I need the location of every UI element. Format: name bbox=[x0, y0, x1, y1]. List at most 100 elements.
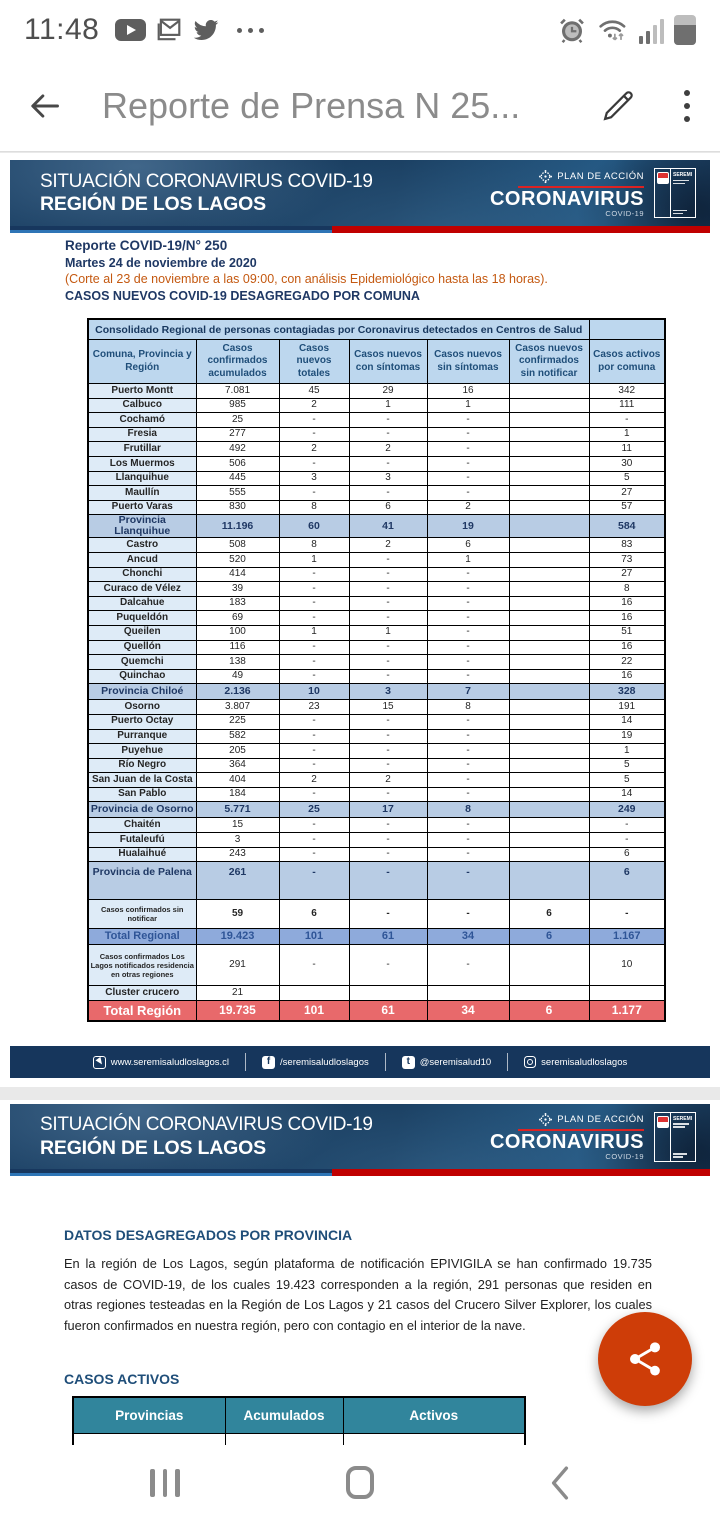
row-value: 328 bbox=[588, 683, 666, 701]
row-value bbox=[508, 743, 590, 759]
row-value bbox=[508, 470, 590, 487]
row-value bbox=[508, 683, 590, 701]
table-row: Fresia 277- - -1 bbox=[87, 426, 666, 443]
row-label: Futaleufú bbox=[87, 832, 197, 848]
report-header-title: SITUACIÓN CORONAVIRUS COVID-19 REGIÓN DE… bbox=[40, 170, 373, 217]
row-label: Fresia bbox=[87, 426, 197, 443]
row-value: - bbox=[348, 786, 428, 803]
row-value: - bbox=[426, 743, 510, 759]
row-label: Purranque bbox=[87, 728, 197, 745]
document-viewer[interactable]: SITUACIÓN CORONAVIRUS COVID-19 REGIÓN DE… bbox=[0, 151, 720, 1448]
table-row: Cochamó 25- - - - bbox=[87, 412, 666, 428]
row-value: - bbox=[588, 832, 666, 848]
row-label: Puerto Montt bbox=[87, 383, 197, 399]
row-value: 5 bbox=[588, 470, 666, 487]
row-value: 83 bbox=[588, 537, 666, 553]
overflow-menu-button[interactable] bbox=[680, 86, 694, 126]
comuna-table-body: Puerto Montt 7.081 45 29 16 342 Calbuco 985 2 1 1 1… bbox=[87, 383, 666, 1022]
alarm-icon bbox=[557, 15, 587, 45]
row-value: - bbox=[426, 470, 510, 487]
row-value: 30 bbox=[588, 455, 666, 472]
chile-emblem-icon bbox=[656, 172, 669, 184]
row-label: Total Región bbox=[87, 999, 197, 1022]
row-value bbox=[508, 985, 590, 1001]
page-separator bbox=[0, 1087, 720, 1100]
row-value bbox=[508, 595, 590, 612]
row-value: - bbox=[426, 441, 510, 457]
row-label: Hualaihué bbox=[87, 846, 197, 863]
row-value: 21 bbox=[195, 985, 280, 1001]
row-value: 17 bbox=[348, 801, 428, 819]
row-value: 69 bbox=[195, 610, 280, 626]
row-value: 2 bbox=[426, 499, 510, 516]
row-value: 6 bbox=[278, 899, 350, 930]
row-value: 191 bbox=[588, 699, 666, 715]
row-value: - bbox=[426, 639, 510, 656]
row-value: 2 bbox=[348, 772, 428, 788]
share-fab-button[interactable] bbox=[598, 1312, 692, 1406]
row-value: 414 bbox=[195, 566, 280, 583]
row-value: 520 bbox=[195, 551, 280, 568]
row-value: - bbox=[278, 817, 350, 834]
col-nuevos-totales: Casos nuevos totales bbox=[278, 339, 350, 384]
row-value bbox=[508, 832, 590, 848]
table-row: Queilen 100 1 1-51 bbox=[87, 624, 666, 641]
back-nav-button[interactable] bbox=[520, 1445, 600, 1520]
row-label: Puyehue bbox=[87, 743, 197, 759]
report-number: Reporte COVID-19/N° 250 bbox=[65, 238, 228, 253]
report-date: Martes 24 de noviembre de 2020 bbox=[65, 255, 257, 270]
row-value bbox=[508, 944, 590, 987]
row-value: 100 bbox=[195, 624, 280, 641]
recents-button[interactable] bbox=[125, 1445, 205, 1520]
row-value: - bbox=[348, 551, 428, 568]
header-title-line1: SITUACIÓN CORONAVIRUS COVID-19 bbox=[40, 170, 373, 192]
table-row: Osorno 3.807 23 15 8 191 bbox=[87, 699, 666, 715]
row-value: 249 bbox=[588, 801, 666, 819]
row-value bbox=[588, 985, 666, 1001]
facebook-link: f/seremisaludloslagos bbox=[246, 1055, 385, 1069]
row-value: 1 bbox=[588, 426, 666, 443]
back-chevron-icon bbox=[551, 1465, 569, 1500]
row-value bbox=[508, 639, 590, 656]
table-row: Quellón 116- - -16 bbox=[87, 639, 666, 656]
row-value: 1 bbox=[588, 743, 666, 759]
row-value: 41 bbox=[348, 514, 428, 539]
row-value: - bbox=[426, 455, 510, 472]
row-label: Total Regional bbox=[87, 928, 197, 946]
row-value: 8 bbox=[278, 537, 350, 553]
row-value bbox=[508, 772, 590, 788]
row-value: 2.136 bbox=[195, 683, 280, 701]
province-table-header-row: Provincias Acumulados Activos bbox=[72, 1396, 526, 1434]
row-value: 57 bbox=[588, 499, 666, 516]
row-value: 45 bbox=[278, 383, 350, 399]
row-value: - bbox=[278, 743, 350, 759]
row-value: 985 bbox=[195, 397, 280, 414]
row-value: - bbox=[348, 846, 428, 863]
row-value: 14 bbox=[588, 713, 666, 730]
row-label: Quinchao bbox=[87, 668, 197, 685]
row-value: 10 bbox=[278, 683, 350, 701]
row-value: 243 bbox=[195, 846, 280, 863]
back-button[interactable] bbox=[26, 88, 62, 124]
row-label: Provincia Llanquihue bbox=[87, 514, 197, 539]
edit-button[interactable] bbox=[600, 88, 636, 124]
report-intro-block: Reporte COVID-19/N° 250 Martes 24 de nov… bbox=[65, 238, 548, 304]
table-row: Chaitén 15- - - - bbox=[87, 817, 666, 834]
row-value: - bbox=[426, 786, 510, 803]
row-value: 2 bbox=[348, 537, 428, 553]
row-value: 1 bbox=[426, 397, 510, 414]
row-value: - bbox=[426, 899, 510, 930]
report-header-banner-2: SITUACIÓN CORONAVIRUS COVID-19 REGIÓN DE… bbox=[10, 1104, 710, 1169]
home-button[interactable] bbox=[320, 1445, 400, 1520]
row-value bbox=[508, 610, 590, 626]
table-row: Provincia de Osorno 5.771 25 17 8 249 bbox=[87, 801, 666, 819]
row-value: 60 bbox=[278, 514, 350, 539]
row-value: 506 bbox=[195, 455, 280, 472]
row-value: 261 bbox=[195, 861, 280, 901]
table-row: Futaleufú 3- - - - bbox=[87, 832, 666, 848]
row-value: - bbox=[426, 817, 510, 834]
cellular-signal-icon bbox=[639, 16, 664, 44]
row-label: Ancud bbox=[87, 551, 197, 568]
row-value bbox=[508, 455, 590, 472]
row-value: 22 bbox=[588, 654, 666, 670]
